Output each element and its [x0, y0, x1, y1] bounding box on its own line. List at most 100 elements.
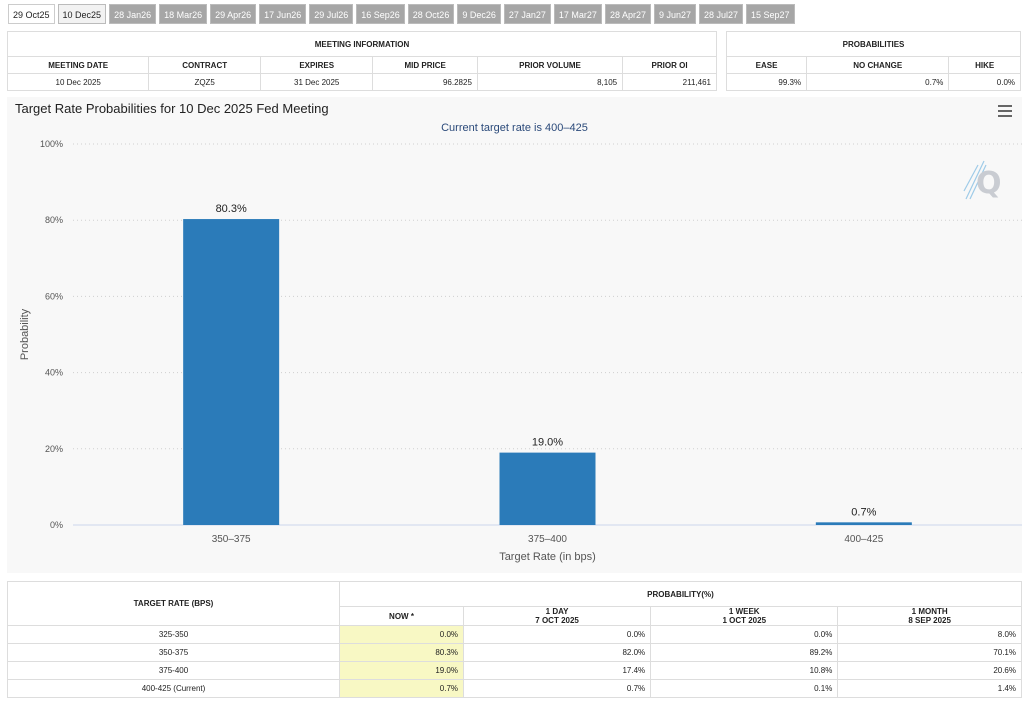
x-axis-label: Target Rate (in bps) [499, 551, 596, 563]
tab-meeting[interactable]: 9 Dec26 [457, 4, 501, 24]
rate-probability: 0.7% [462, 679, 652, 698]
meeting-value: 31 Dec 2025 [259, 73, 374, 91]
meeting-value: 211,461 [622, 73, 717, 91]
rate-range: 350-375 [7, 643, 340, 662]
meeting-info-table: MEETING INFORMATION MEETING DATE CONTRACT… [6, 31, 717, 91]
meeting-value: ZQZ5 [148, 73, 261, 91]
meeting-col-header: PRIOR VOLUME [476, 56, 624, 74]
tab-meeting[interactable]: 29 Jul26 [309, 4, 354, 24]
y-tick-label: 100% [40, 139, 63, 149]
period-header: NOW * [339, 606, 464, 626]
tab-meeting[interactable]: 27 Jan27 [503, 4, 551, 24]
rate-probability: 10.8% [650, 661, 839, 680]
meeting-col-header: MEETING DATE [6, 56, 150, 74]
rate-probability: 89.2% [650, 643, 839, 662]
period-label: 1 WEEK [728, 607, 760, 616]
rate-probability: 0.1% [650, 679, 839, 698]
bar[interactable] [815, 522, 912, 525]
chart-plot: 0% 20% 40% 60% 80% 100% 80.3% 350–375 19.0% 375–4… [19, 139, 1022, 563]
tab-meeting[interactable]: 28 Apr27 [604, 4, 651, 24]
target-rate-header: TARGET RATE (BPS) [7, 581, 340, 626]
rate-probability: 82.0% [462, 643, 652, 662]
period-label: 1 DAY [545, 607, 569, 616]
rate-range: 325-350 [7, 625, 340, 644]
tab-meeting[interactable]: 17 Jun26 [259, 4, 307, 24]
period-label: NOW * [389, 611, 414, 621]
tab-meeting[interactable]: 17 Mar27 [553, 4, 602, 24]
probability-value: 99.3% [725, 73, 808, 91]
period-date: 8 SEP 2025 [908, 616, 951, 625]
probability-col-header: NO CHANGE [806, 56, 950, 74]
probability-value: 0.7% [806, 73, 950, 91]
table-row: 350-375 80.3% 82.0% 89.2% 70.1% [7, 643, 1022, 662]
period-date: 1 OCT 2025 [722, 616, 767, 625]
probability-group-header: PROBABILITY(%) [339, 581, 1022, 607]
tab-meeting[interactable]: 28 Oct26 [407, 4, 455, 24]
tab-meeting[interactable]: 15 Sep27 [746, 4, 795, 24]
probability-col-header: EASE [725, 56, 808, 74]
meeting-col-header: PRIOR OI [622, 56, 717, 74]
bar-data-label: 80.3% [216, 203, 247, 215]
rate-probability: 8.0% [837, 625, 1022, 644]
rate-probability: 0.7% [339, 679, 464, 698]
x-tick-label: 350–375 [212, 534, 251, 545]
x-tick-label: 375–400 [528, 534, 567, 545]
y-tick-label: 80% [45, 215, 63, 225]
meeting-info-heading: MEETING INFORMATION [7, 31, 717, 57]
meeting-col-header: CONTRACT [148, 56, 261, 74]
rate-probability: 19.0% [339, 661, 464, 680]
probability-chart: Target Rate Probabilities for 10 Dec 202… [7, 97, 1022, 573]
chart-title: Target Rate Probabilities for 10 Dec 202… [15, 101, 329, 116]
tab-meeting[interactable]: 28 Jul27 [699, 4, 744, 24]
period-label: 1 MONTH [911, 607, 948, 616]
tab-meeting[interactable]: 16 Sep26 [356, 4, 405, 24]
tab-meeting[interactable]: 29 Oct25 [8, 4, 55, 24]
x-tick-label: 400–425 [844, 534, 883, 545]
rate-probability: 70.1% [837, 643, 1022, 662]
period-date: 7 OCT 2025 [535, 616, 579, 625]
probability-value: 0.0% [948, 73, 1021, 91]
svg-text:Q: Q [976, 166, 1002, 201]
tab-meeting[interactable]: 10 Dec25 [57, 4, 107, 24]
rate-probability: 80.3% [339, 643, 464, 662]
y-tick-label: 0% [50, 520, 63, 530]
bar-data-label: 0.7% [851, 506, 876, 518]
rate-range: 400-425 (Current) [7, 679, 340, 698]
tab-meeting[interactable]: 28 Jan26 [109, 4, 157, 24]
bar[interactable] [183, 219, 280, 525]
tab-meeting[interactable]: 29 Apr26 [210, 4, 257, 24]
table-row: 375-400 19.0% 17.4% 10.8% 20.6% [7, 661, 1022, 680]
chart-menu-icon[interactable] [998, 105, 1012, 117]
period-header: 1 WEEK 1 OCT 2025 [650, 606, 839, 626]
rate-probability: 0.0% [339, 625, 464, 644]
period-header: 1 MONTH 8 SEP 2025 [837, 606, 1022, 626]
meeting-tabs: 29 Oct25 10 Dec25 28 Jan26 18 Mar26 29 Apr26… [8, 4, 795, 24]
table-row: 325-350 0.0% 0.0% 0.0% 8.0% [7, 625, 1022, 644]
rate-range: 375-400 [7, 661, 340, 680]
y-axis-label: Probability [19, 308, 31, 360]
rate-probability: 20.6% [837, 661, 1022, 680]
chart-subtitle: Current target rate is 400–425 [441, 122, 588, 134]
rate-probability: 1.4% [837, 679, 1022, 698]
meeting-col-header: MID PRICE [372, 56, 478, 74]
tab-meeting[interactable]: 9 Jun27 [653, 4, 696, 24]
meeting-value: 8,105 [476, 73, 624, 91]
meeting-col-header: EXPIRES [259, 56, 374, 74]
bar[interactable] [499, 452, 596, 525]
quikstrike-logo-icon: Q [963, 160, 1002, 201]
rate-probability: 0.0% [650, 625, 839, 644]
meeting-value: 10 Dec 2025 [6, 73, 150, 91]
rate-probability: 0.0% [462, 625, 652, 644]
table-row: 400-425 (Current) 0.7% 0.7% 0.1% 1.4% [7, 679, 1022, 698]
tab-meeting[interactable]: 18 Mar26 [159, 4, 208, 24]
bar-data-label: 19.0% [532, 437, 563, 449]
y-tick-label: 40% [45, 368, 63, 378]
probabilities-table: PROBABILITIES EASE NO CHANGE HIKE 99.3% 0.7… [725, 31, 1021, 91]
probability-col-header: HIKE [948, 56, 1021, 74]
rate-probability: 17.4% [462, 661, 652, 680]
period-header: 1 DAY 7 OCT 2025 [462, 606, 652, 626]
y-tick-label: 60% [45, 291, 63, 301]
probabilities-heading: PROBABILITIES [726, 31, 1021, 57]
meeting-value: 96.2825 [372, 73, 478, 91]
target-rate-table: TARGET RATE (BPS) PROBABILITY(%) NOW * 1 … [7, 581, 1022, 698]
